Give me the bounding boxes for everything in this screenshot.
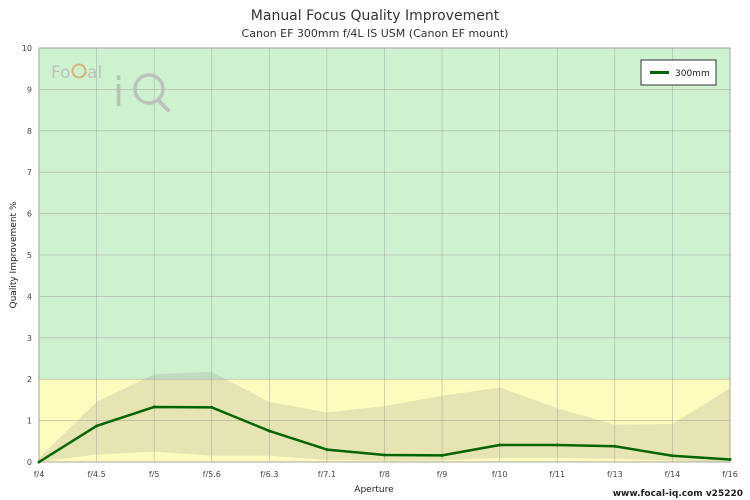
point-300mm-f/13 [613, 444, 617, 448]
y-tick-label-2: 2 [27, 375, 32, 384]
band-300mm [39, 371, 730, 462]
point-300mm-f/5 [152, 405, 156, 409]
x-tick-label-10: f/13 [607, 470, 623, 479]
point-300mm-f/14 [670, 454, 674, 458]
x-tick-labels: f/4 f/4.5 f/5 f/5.6 f/6.3 f/7.1 f/8 f/9 f/10 f/11… [34, 470, 738, 479]
y-tick-label-5: 5 [27, 251, 32, 260]
x-tick-label-4: f/6.3 [260, 470, 278, 479]
x-tick-label-2: f/5 [149, 470, 160, 479]
chart-subtitle: Canon EF 300mm f/4L IS USM (Canon EF mou… [242, 27, 509, 40]
footer-site-url: www.focal-iq.com [613, 489, 703, 499]
y-tick-label-6: 6 [27, 210, 32, 219]
point-300mm-f/8 [383, 453, 386, 457]
point-300mm-f/6.3 [267, 429, 271, 433]
y-tick-label-10: 10 [22, 44, 32, 53]
y-tick-label-7: 7 [27, 168, 32, 177]
x-tick-label-1: f/4.5 [87, 470, 105, 479]
logo-text-left: Fo [51, 63, 71, 83]
x-tick-label-6: f/8 [379, 470, 390, 479]
confidence-bands [39, 371, 730, 462]
point-300mm-f/11 [555, 443, 559, 447]
footer-site: www.focal-iq.com v25220 [613, 489, 743, 499]
point-300mm-f/5.6 [210, 405, 214, 409]
magnifier-icon [133, 73, 165, 105]
logo-text-i: i [113, 70, 124, 116]
logo-c-ring-icon [71, 63, 87, 79]
magnifier-handle-icon [156, 98, 170, 112]
legend: 300mm [640, 59, 717, 86]
x-tick-label-9: f/11 [549, 470, 565, 479]
point-300mm-f/9 [440, 453, 444, 457]
plot-frame [38, 47, 731, 463]
y-tick-label-0: 0 [27, 458, 32, 467]
legend-label-300mm: 300mm [675, 69, 710, 79]
point-300mm-f/16 [728, 458, 732, 462]
x-tick-label-3: f/5.6 [203, 470, 221, 479]
point-300mm-f/4 [37, 460, 41, 464]
y-tick-label-8: 8 [27, 127, 32, 136]
y-tick-labels: 0 1 2 3 4 5 6 7 8 9 10 [22, 44, 32, 467]
x-tick-label-0: f/4 [34, 470, 45, 479]
grid-lines [38, 47, 731, 463]
x-tick-label-11: f/14 [665, 470, 681, 479]
point-300mm-f/7.1 [325, 448, 329, 452]
chart-title: Manual Focus Quality Improvement [251, 8, 500, 24]
point-300mm-f/4.5 [95, 424, 99, 428]
logo-text-right: al [87, 63, 102, 83]
point-300mm-f/10 [498, 443, 502, 447]
y-tick-label-9: 9 [27, 85, 32, 94]
footer-version: v25220 [706, 489, 743, 499]
y-tick-label-4: 4 [27, 292, 32, 301]
y-tick-label-1: 1 [27, 417, 32, 426]
y-tick-label-3: 3 [27, 334, 32, 343]
x-tick-label-8: f/10 [492, 470, 508, 479]
focal-iq-logo: Fo al i [51, 63, 170, 116]
y-axis-label: Quality Improvement % [9, 201, 19, 308]
x-tick-label-12: f/16 [722, 470, 738, 479]
x-tick-label-5: f/7.1 [318, 470, 336, 479]
series-points [37, 405, 732, 464]
x-tick-label-7: f/9 [437, 470, 448, 479]
x-axis-label: Aperture [354, 485, 394, 495]
